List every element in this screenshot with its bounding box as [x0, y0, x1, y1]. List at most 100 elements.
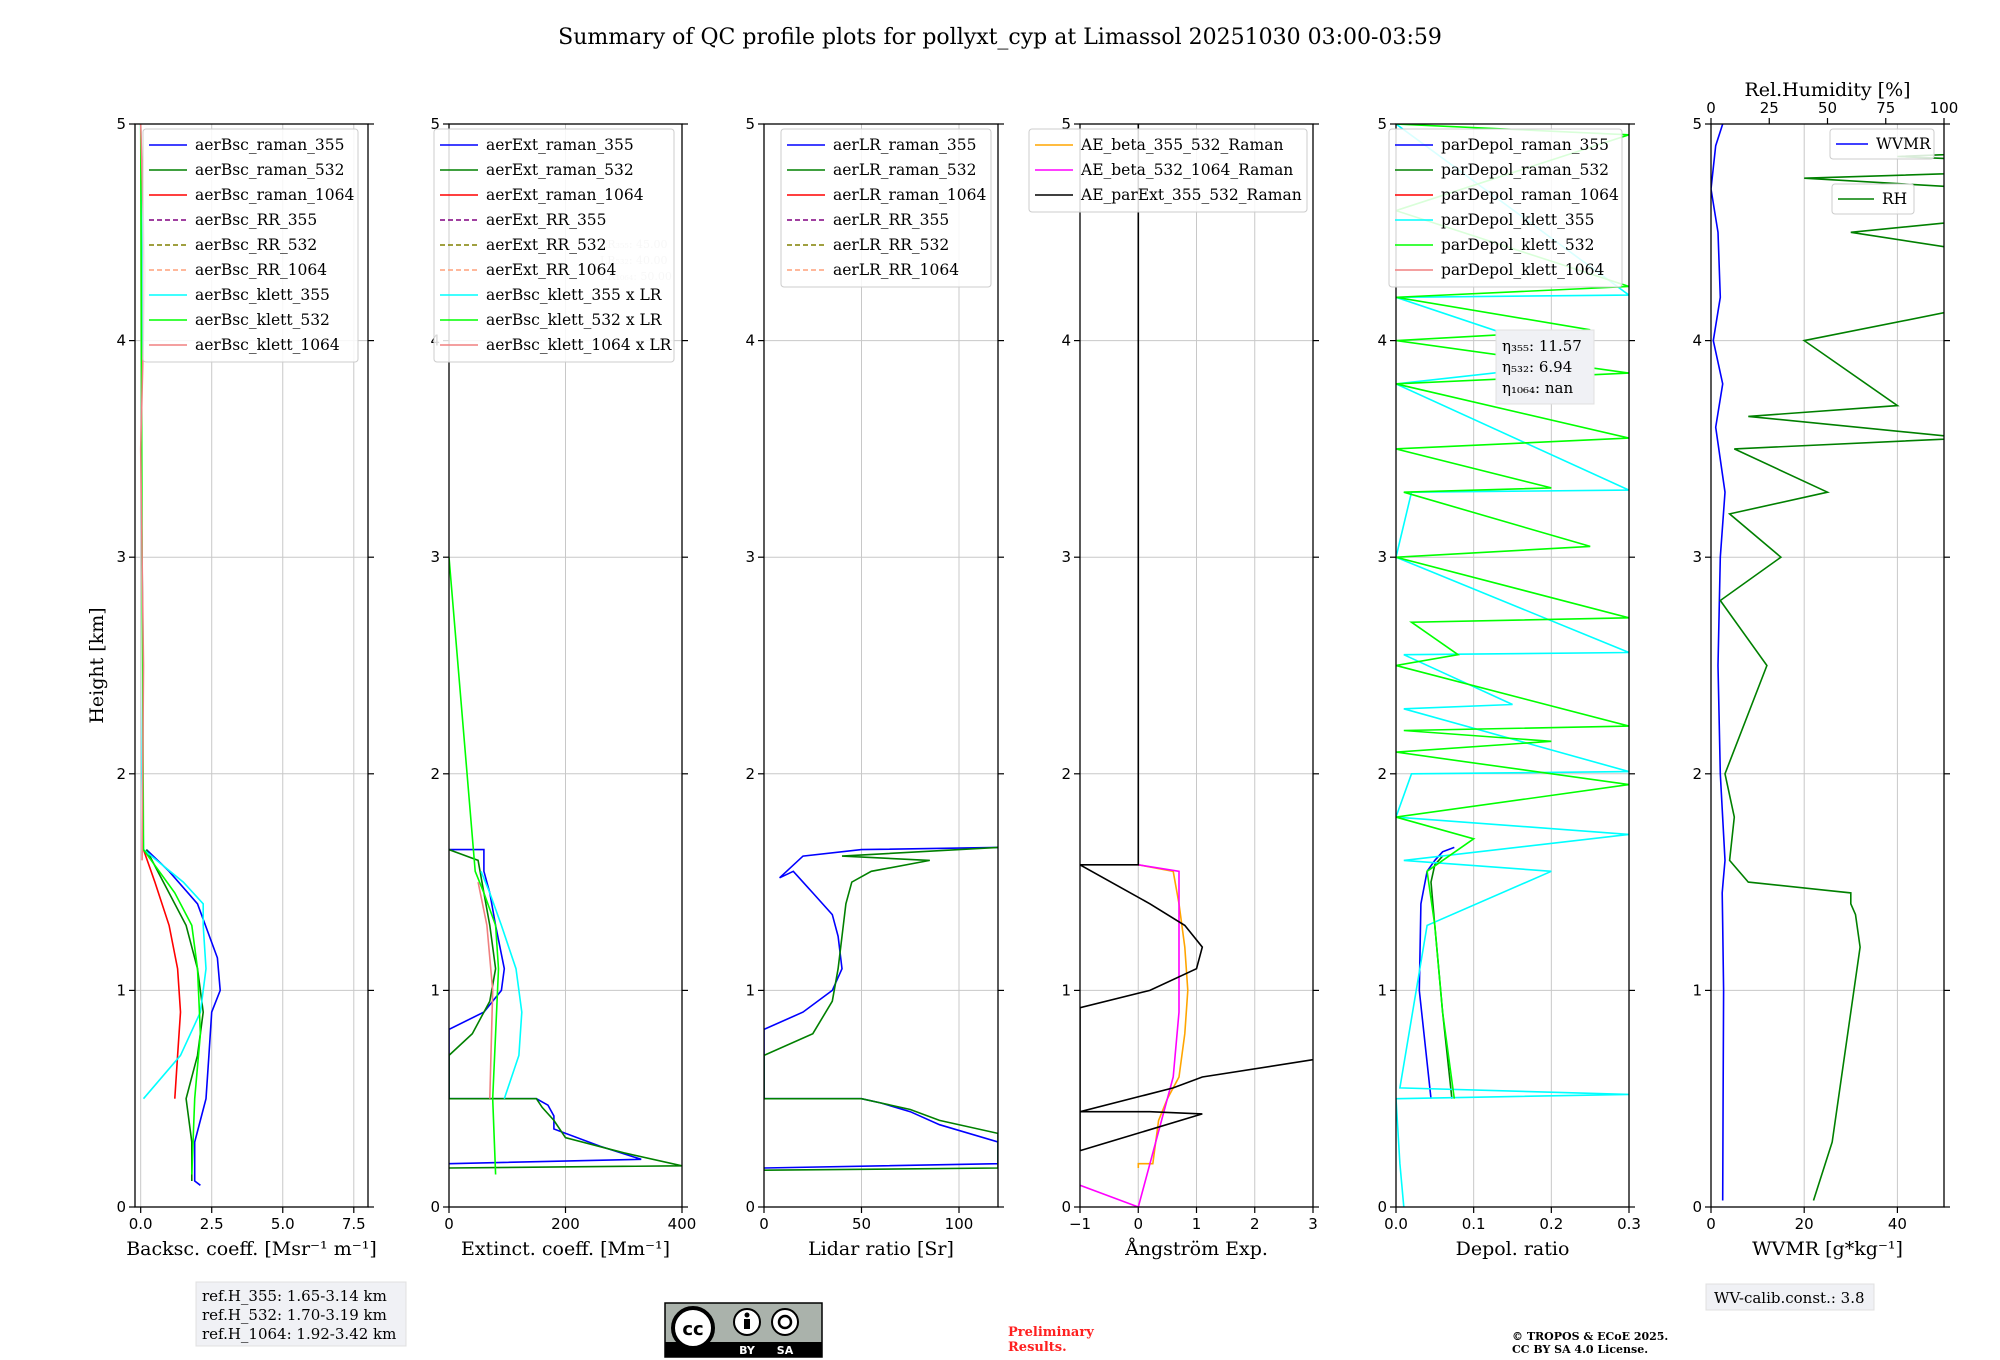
ytick-label-5: 5	[116, 115, 126, 133]
legend-wvmr: WVMR	[1829, 128, 1935, 160]
ytick-label-3: 3	[745, 548, 755, 566]
legend-depol: parDepol_raman_355 parDepol_raman_532 parD…	[1388, 128, 1623, 288]
legend-label-7: aerBsc_klett_532 x LR	[486, 311, 663, 329]
legend-label-6: aerBsc_klett_355	[195, 286, 330, 304]
eta-box-bg	[1495, 329, 1595, 405]
legend-label-3: parDepol_klett_355	[1441, 211, 1594, 229]
ytick-label-5: 5	[1377, 115, 1387, 133]
cc-sa-label: SA	[777, 1344, 794, 1357]
top-xtick-label-1: 25	[1760, 99, 1779, 117]
wv-calib-text: WV-calib.const.: 3.8	[1714, 1289, 1865, 1307]
axes-frame-depol	[1395, 123, 1630, 1208]
ytick-label-5: 5	[1692, 115, 1702, 133]
wv-calib-box: WV-calib.const.: 3.8	[1705, 1283, 1875, 1311]
legend-extinction: aerExt_raman_355 aerExt_raman_532 aerExt_r…	[433, 128, 675, 363]
cc-by-label: BY	[739, 1344, 756, 1357]
legend-label-5: parDepol_klett_1064	[1441, 261, 1604, 279]
legend-box	[1829, 128, 1935, 160]
top-xtick-label-2: 50	[1818, 99, 1837, 117]
series-AE_parExt_355_532_Raman	[1080, 124, 1313, 1152]
xaxis-label-extinction: Extinct. coeff. [Mm⁻¹]	[461, 1238, 670, 1260]
ytick-label-4: 4	[1061, 332, 1071, 350]
xaxis-label-angstrom: Ångström Exp.	[1124, 1238, 1268, 1260]
series-aerBsc_raman_1064	[142, 849, 182, 1099]
ytick-label-1: 1	[1692, 981, 1702, 999]
xtick-label-3: 7.5	[342, 1215, 366, 1233]
ytick-label-1: 1	[430, 981, 440, 999]
ytick-label-3: 3	[1061, 548, 1071, 566]
series-group-wvmr	[1711, 124, 1944, 1201]
ytick-label-1: 1	[1377, 981, 1387, 999]
xtick-label-1: 50	[852, 1215, 871, 1233]
panels-container: 0.0 2.5 5.0 7.5 0 1 2 3 4 5 Backsc. coeff. [Msr⁻¹ …	[86, 79, 1958, 1260]
series-RH	[1719, 153, 1944, 1201]
xtick-label-2: 40	[1888, 1215, 1907, 1233]
xaxis-label-depol: Depol. ratio	[1456, 1238, 1570, 1260]
ytick-label-3: 3	[116, 548, 126, 566]
legend-label-3: aerBsc_RR_355	[195, 211, 317, 229]
ytick-label-2: 2	[1377, 765, 1387, 783]
ytick-label-1: 1	[1061, 981, 1071, 999]
legend-box	[142, 128, 359, 363]
eta-annotation-1: η₅₃₂: 6.94	[1502, 358, 1572, 376]
ytick-label-2: 2	[116, 765, 126, 783]
legend-label-4: aerBsc_RR_532	[195, 236, 317, 254]
legend-label-0: WVMR	[1876, 135, 1932, 153]
series-group-backscatter	[139, 124, 222, 1186]
legend-label-4: aerLR_RR_532	[833, 236, 949, 254]
copyright-text-1: © TROPOS & ECoE 2025.	[1512, 1330, 1668, 1343]
panel-backscatter: 0.0 2.5 5.0 7.5 0 1 2 3 4 5 Backsc. coeff. [Msr⁻¹ …	[86, 115, 377, 1260]
legend-label-1: parDepol_raman_532	[1441, 161, 1609, 179]
panel-extinction: 0200400012345Extinct. coeff. [Mm⁻¹]LR₃₅₅…	[430, 115, 696, 1260]
legend-label-4: aerExt_RR_532	[486, 236, 607, 254]
figure-title: Summary of QC profile plots for pollyxt_…	[558, 25, 1442, 50]
axes-frame-backscatter	[134, 123, 369, 1208]
ytick-label-3: 3	[1692, 548, 1702, 566]
panel-depol: 0.0 0.1 0.2 0.3 0 1 2 3 4 5 Depol. ratio parDepol_r…	[1377, 115, 1640, 1260]
top-axis-label: Rel.Humidity [%]	[1744, 79, 1910, 101]
legend-label-8: aerBsc_klett_1064	[195, 336, 340, 354]
legend-label-2: parDepol_raman_1064	[1441, 186, 1619, 204]
cc-license-badge: cc BY SA	[664, 1302, 823, 1358]
ytick-label-1: 1	[116, 981, 126, 999]
series-aerExt_raman_355	[449, 848, 642, 1165]
xaxis-label-lidar-ratio: Lidar ratio [Sr]	[808, 1238, 954, 1260]
xtick-label-0: 0.0	[1384, 1215, 1408, 1233]
ytick-label-3: 3	[1377, 548, 1387, 566]
xtick-label-2: 100	[945, 1215, 974, 1233]
legend-label-1: RH	[1882, 190, 1907, 208]
legend-label-1: aerLR_raman_532	[833, 161, 976, 179]
ytick-label-5: 5	[430, 115, 440, 133]
xtick-label-1: 200	[551, 1215, 580, 1233]
ref-height-1064: ref.H_1064: 1.92-3.42 km	[202, 1325, 396, 1343]
series-aerLR_raman_532	[764, 846, 998, 1171]
xtick-label-3: 0.3	[1617, 1215, 1641, 1233]
legend-label-0: aerLR_raman_355	[833, 136, 976, 154]
axes-frame-wvmr	[1710, 123, 1945, 1208]
ytick-label-0: 0	[1692, 1198, 1702, 1216]
ytick-label-2: 2	[745, 765, 755, 783]
preliminary-text-1: Preliminary	[1008, 1325, 1094, 1340]
eta-annotation-2: η₁₀₆₄: nan	[1502, 379, 1573, 397]
ytick-label-2: 2	[430, 765, 440, 783]
legend-box	[1028, 128, 1308, 213]
xtick-label-0: 0.0	[129, 1215, 153, 1233]
legend-label-0: aerBsc_raman_355	[195, 136, 345, 154]
panel-wvmr: 0 20 40 0 1 2 3 4 5 WVMR [g*kg⁻¹] 0 25 50 75 100 Rel.Hu…	[1692, 79, 1958, 1260]
xaxis-label-backscatter: Backsc. coeff. [Msr⁻¹ m⁻¹]	[126, 1238, 377, 1260]
legend-label-1: aerBsc_raman_532	[195, 161, 345, 179]
series-aerBsc_klett_355 x LR	[480, 870, 523, 1099]
series-WVMR	[1711, 124, 1726, 1201]
legend-label-1: AE_beta_532_1064_Raman	[1080, 161, 1293, 179]
axes-frame-lidar-ratio	[763, 123, 999, 1208]
series-parDepol_klett_532	[1396, 124, 1629, 1099]
legend-label-5: aerExt_RR_1064	[486, 261, 617, 279]
ytick-label-2: 2	[1692, 765, 1702, 783]
series-group-angstrom	[1080, 124, 1313, 1207]
ytick-label-0: 0	[116, 1198, 126, 1216]
series-aerBsc_raman_532	[145, 849, 205, 1181]
ytick-label-4: 4	[1377, 332, 1387, 350]
xtick-label-1: 20	[1795, 1215, 1814, 1233]
eta-annotation-box: η₃₅₅: 11.57 η₅₃₂: 6.94 η₁₀₆₄: nan	[1495, 329, 1595, 405]
